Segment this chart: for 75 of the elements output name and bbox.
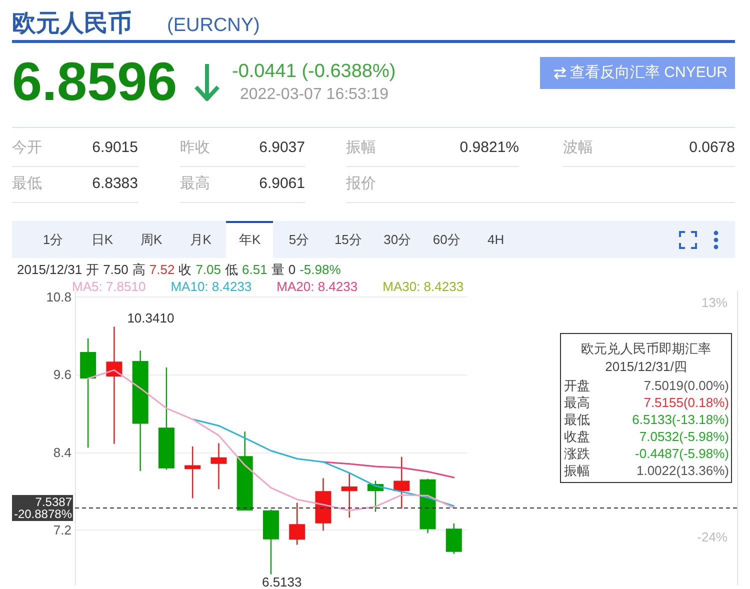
text: 低 bbox=[225, 262, 238, 277]
text: 收盘 bbox=[564, 429, 590, 445]
text: 1分 bbox=[42, 232, 64, 248]
y-tick-label: 10.8 bbox=[46, 289, 72, 304]
line-series bbox=[192, 418, 455, 507]
candlestick bbox=[394, 456, 410, 510]
text: 5分 bbox=[288, 232, 310, 248]
candlestick bbox=[341, 472, 358, 518]
text: 60分 bbox=[432, 232, 460, 248]
text: 报价 bbox=[346, 175, 376, 193]
text: 0.0678 bbox=[689, 139, 735, 157]
text: 4H bbox=[487, 232, 504, 248]
text: 最高 bbox=[564, 395, 590, 411]
y-tick-label: 8.4 bbox=[53, 444, 72, 460]
text: 30分 bbox=[384, 232, 412, 248]
text: 2015/12/31/四 bbox=[605, 359, 687, 375]
text: -0.4487(-5.98%) bbox=[635, 446, 729, 462]
text: 量 bbox=[271, 262, 284, 277]
text: -0.0441 (-0.6388%) bbox=[232, 60, 396, 84]
y-tick-label: 7.2 bbox=[53, 522, 72, 538]
text: 最高 bbox=[180, 175, 210, 193]
text: 0.9821% bbox=[460, 139, 519, 157]
text: 收 bbox=[178, 262, 192, 277]
text: MA10: 8.4233 bbox=[170, 279, 252, 294]
text: 欧元兑人民币即期汇率 bbox=[581, 341, 711, 357]
text: 查看反向汇率 CNYEUR bbox=[570, 64, 728, 82]
text: 日K bbox=[91, 232, 114, 248]
text: 最低 bbox=[564, 412, 590, 428]
text: 7.5019(0.00%) bbox=[644, 378, 729, 394]
chart-title: 欧元人民币 bbox=[12, 10, 132, 38]
text: 开 bbox=[86, 262, 100, 277]
text: 15分 bbox=[334, 232, 362, 248]
text: 月K bbox=[190, 232, 212, 248]
text: 7.5155(0.18%) bbox=[644, 395, 729, 411]
text: 开盘 bbox=[564, 378, 590, 394]
candlestick bbox=[184, 446, 201, 499]
candlestick bbox=[210, 442, 227, 490]
annotation: 6.5133 bbox=[262, 574, 302, 589]
text: 6.51 bbox=[242, 262, 268, 277]
candlestick bbox=[289, 502, 306, 546]
text: 2022-03-07 16:53:19 bbox=[240, 85, 389, 105]
candlestick bbox=[446, 522, 462, 554]
text: 7.05 bbox=[196, 262, 222, 277]
chart-subtitle: (EURCNY) bbox=[167, 14, 260, 38]
text: 6.9037 bbox=[259, 139, 305, 157]
legend-label: MA30: 8.4233 bbox=[382, 279, 464, 294]
text: 高 bbox=[132, 262, 146, 277]
text: 最低 bbox=[12, 175, 42, 193]
text: 昨收 bbox=[180, 139, 210, 157]
text: 7.52 bbox=[149, 262, 175, 277]
text: 6.5133(-13.18%) bbox=[632, 412, 729, 428]
text: MA5: 7.8510 bbox=[72, 279, 146, 294]
text: 振幅 bbox=[564, 463, 590, 479]
y2-tick-label: -24% bbox=[697, 529, 728, 544]
text: MA20: 8.4233 bbox=[276, 279, 358, 294]
text: 6.8383 bbox=[92, 175, 138, 193]
text: 7.0532(-5.98%) bbox=[639, 429, 729, 445]
text: 年K bbox=[238, 232, 261, 248]
line-series bbox=[322, 461, 455, 478]
text: -5.98% bbox=[300, 262, 341, 277]
text: 1.0022(13.36%) bbox=[636, 463, 729, 479]
text: 0 bbox=[288, 262, 296, 277]
text: 6.9061 bbox=[259, 175, 305, 193]
annotation: 10.3410 bbox=[127, 310, 174, 326]
text: 今开 bbox=[12, 139, 42, 157]
y2-tick-label: 13% bbox=[701, 295, 728, 310]
text: 波幅 bbox=[563, 139, 593, 157]
text: 周K bbox=[140, 232, 162, 248]
y-tick-label: 9.6 bbox=[53, 367, 72, 382]
text: 7.50 bbox=[103, 262, 128, 277]
text: 振幅 bbox=[346, 139, 376, 157]
text: 6.9015 bbox=[92, 139, 138, 157]
text: 2015/12/31 bbox=[17, 262, 82, 277]
text: 涨跌 bbox=[564, 446, 590, 462]
text: 6.8596 bbox=[12, 50, 178, 114]
